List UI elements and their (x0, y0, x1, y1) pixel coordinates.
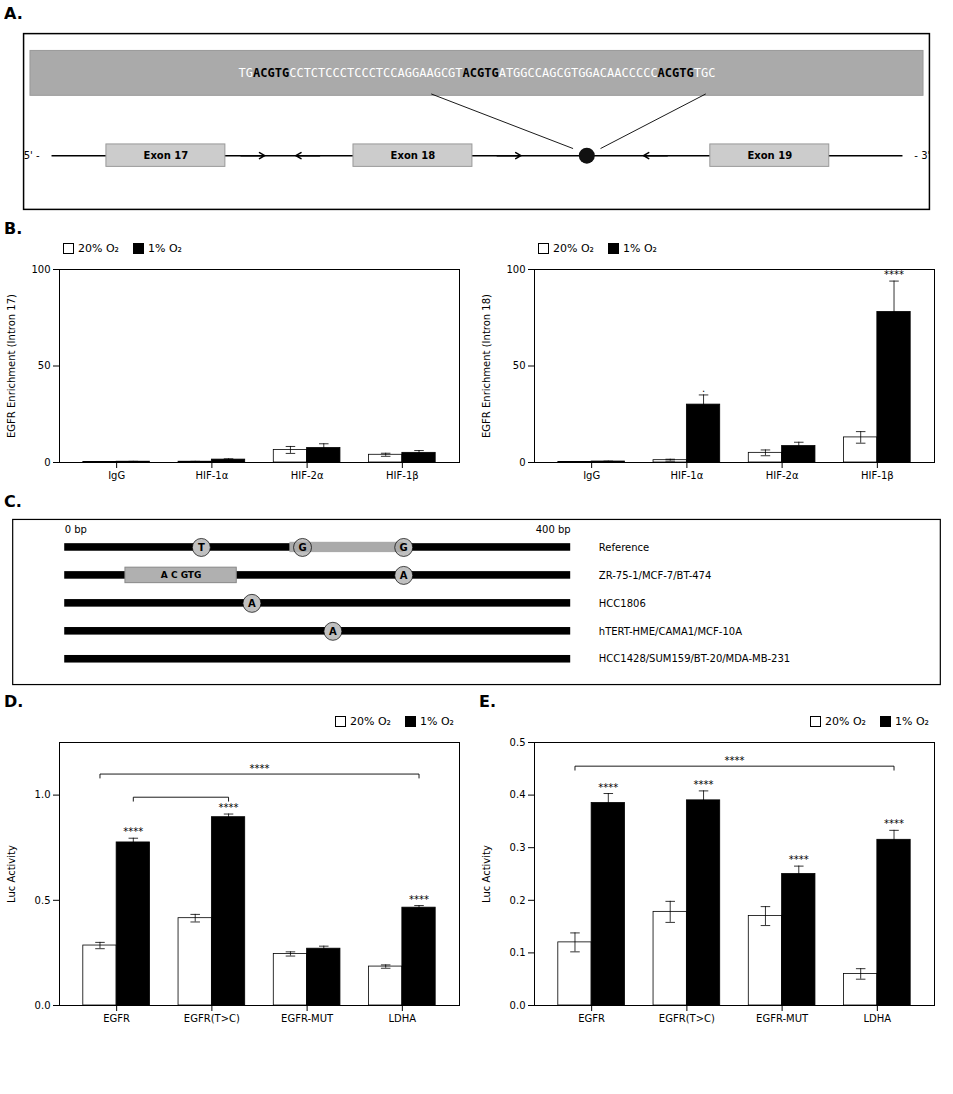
svg-text:****: **** (694, 779, 714, 790)
svg-text:0.1: 0.1 (510, 947, 526, 958)
svg-text:EGFR-MUT: EGFR-MUT (281, 1013, 334, 1024)
html-text:A.: A. (4, 4, 23, 23)
html-text:E.: E. (479, 692, 496, 711)
html-text:B.: B. (4, 219, 23, 238)
svg-text:LDHA: LDHA (864, 1013, 892, 1024)
svg-text:T: T (198, 542, 205, 553)
html-text:20% O₂: 20% O₂ (350, 714, 391, 728)
svg-text:EGFR Enrichment (Intron 17): EGFR Enrichment (Intron 17) (6, 294, 17, 438)
html-text:C.: C. (4, 492, 22, 511)
svg-text:****: **** (409, 894, 429, 905)
svg-text:EGFR Enrichment (Intron 18): EGFR Enrichment (Intron 18) (481, 294, 492, 438)
svg-text:HIF-1α: HIF-1α (670, 470, 703, 481)
svg-text:ACGTG: ACGTG (463, 66, 499, 80)
svg-text:HIF-1β: HIF-1β (861, 470, 894, 481)
svg-text:EGFR(T>C): EGFR(T>C) (659, 1013, 715, 1024)
svg-text:****: **** (598, 782, 618, 793)
svg-text:100: 100 (506, 264, 525, 275)
html-text:1% O₂: 1% O₂ (148, 241, 182, 255)
svg-text:G: G (298, 542, 306, 553)
svg-text:0.0: 0.0 (510, 1000, 526, 1011)
svg-text:Reference: Reference (599, 542, 649, 553)
svg-text:TGC: TGC (694, 66, 716, 80)
svg-text:TG: TG (239, 66, 253, 80)
svg-text:0.2: 0.2 (510, 895, 526, 906)
svg-text:ACGTG: ACGTG (253, 66, 289, 80)
svg-text:1.0: 1.0 (35, 789, 51, 800)
svg-text:400 bp: 400 bp (536, 524, 571, 535)
svg-text:A: A (400, 570, 408, 581)
svg-text:HCC1806: HCC1806 (599, 598, 646, 609)
svg-text:0.5: 0.5 (35, 895, 51, 906)
svg-text:CCTCTCCCTCCCTCCAGGAAGCGT: CCTCTCCCTCCCTCCAGGAAGCGT (289, 66, 462, 80)
svg-text:.: . (702, 383, 705, 394)
svg-text:EGFR: EGFR (103, 1013, 130, 1024)
svg-text:A: A (248, 598, 256, 609)
svg-text:HIF-1α: HIF-1α (195, 470, 228, 481)
svg-text:ZR-75-1/MCF-7/BT-474: ZR-75-1/MCF-7/BT-474 (599, 570, 712, 581)
svg-text:0.4: 0.4 (510, 789, 526, 800)
svg-text:****: **** (725, 755, 745, 766)
svg-text:A C GTG: A C GTG (161, 570, 202, 580)
svg-text:IgG: IgG (583, 470, 600, 481)
svg-text:****: **** (123, 826, 143, 837)
svg-text:HIF-2α: HIF-2α (291, 470, 324, 481)
html-text:20% O₂: 20% O₂ (553, 241, 594, 255)
svg-text:Exon 18: Exon 18 (391, 150, 436, 161)
html-text:1% O₂: 1% O₂ (895, 714, 929, 728)
svg-text:HCC1428/SUM159/BT-20/MDA-MB-23: HCC1428/SUM159/BT-20/MDA-MB-231 (599, 653, 790, 664)
svg-text:ATGGCCAGCGTGGACAACCCCC: ATGGCCAGCGTGGACAACCCCC (499, 66, 658, 80)
svg-text:IgG: IgG (108, 470, 125, 481)
svg-text:50: 50 (513, 360, 526, 371)
html-text:1% O₂: 1% O₂ (623, 241, 657, 255)
svg-text:Luc Activity: Luc Activity (6, 845, 17, 903)
svg-text:HIF-2α: HIF-2α (766, 470, 799, 481)
svg-text:****: **** (789, 854, 809, 865)
svg-text:Exon 17: Exon 17 (144, 150, 189, 161)
svg-text:5' -: 5' - (24, 150, 40, 161)
html-text:D.: D. (4, 692, 24, 711)
html-text:1% O₂: 1% O₂ (420, 714, 454, 728)
svg-text:100: 100 (31, 264, 50, 275)
svg-text:Luc Activity: Luc Activity (481, 845, 492, 903)
svg-text:0.3: 0.3 (510, 842, 526, 853)
svg-text:0: 0 (44, 457, 50, 468)
svg-text:A: A (329, 626, 337, 637)
svg-text:- 3': - 3' (914, 150, 930, 161)
svg-text:0.0: 0.0 (35, 1000, 51, 1011)
svg-text:0.5: 0.5 (510, 737, 526, 748)
html-text:20% O₂: 20% O₂ (78, 241, 119, 255)
svg-text:EGFR(T>C): EGFR(T>C) (184, 1013, 240, 1024)
html-text:20% O₂: 20% O₂ (825, 714, 866, 728)
svg-text:EGFR-MUT: EGFR-MUT (756, 1013, 809, 1024)
svg-text:0 bp: 0 bp (65, 524, 87, 535)
svg-text:****: **** (219, 802, 239, 813)
svg-text:LDHA: LDHA (389, 1013, 417, 1024)
svg-text:G: G (400, 542, 408, 553)
svg-text:0: 0 (519, 457, 525, 468)
svg-text:****: **** (884, 269, 904, 280)
svg-text:hTERT-HME/CAMA1/MCF-10A: hTERT-HME/CAMA1/MCF-10A (599, 626, 742, 637)
svg-text:****: **** (250, 763, 270, 774)
svg-text:ACGTG: ACGTG (658, 66, 694, 80)
svg-text:EGFR: EGFR (578, 1013, 605, 1024)
svg-text:HIF-1β: HIF-1β (386, 470, 419, 481)
svg-text:Exon 19: Exon 19 (747, 150, 792, 161)
svg-text:****: **** (884, 818, 904, 829)
svg-text:50: 50 (38, 360, 51, 371)
